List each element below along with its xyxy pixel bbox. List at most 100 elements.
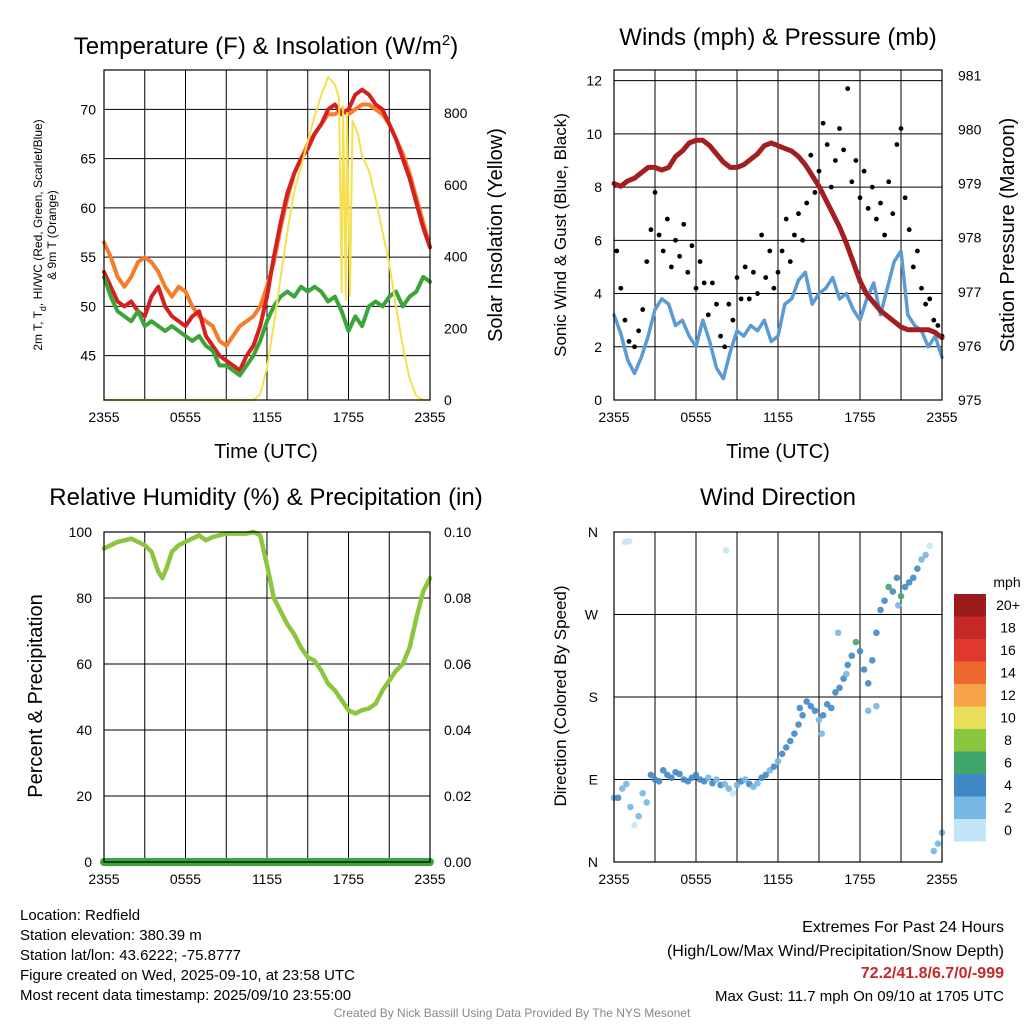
gust-point (861, 168, 867, 174)
direction-point (647, 771, 655, 779)
humidity-ytick-label: 60 (76, 656, 92, 672)
humidity-panel: Relative Humidity (%) & Precipitation (i… (25, 484, 483, 887)
colorbar-title: mph (993, 574, 1020, 590)
gust-point (845, 86, 851, 92)
temperature-xtick-label: 1155 (252, 409, 282, 425)
pressure-ylabel: Station Pressure (Maroon) (997, 118, 1019, 353)
gust-point (697, 259, 703, 265)
direction-point (787, 737, 794, 745)
footer-elevation: Station elevation: 380.39 m (20, 927, 202, 944)
direction-point (729, 789, 737, 797)
gust-point (714, 301, 719, 307)
gust-point (763, 275, 769, 280)
temperature-frame (103, 69, 431, 401)
direction-point (910, 574, 917, 582)
direction-point (918, 556, 925, 563)
pressure-ytick-label: 978 (958, 230, 982, 246)
temperature-xtick-label: 0555 (170, 409, 201, 425)
winds-title: Winds (mph) & Pressure (mb) (619, 24, 936, 51)
colorbar-label: 18 (1000, 620, 1016, 636)
insolation-ylabel: Solar Insolation (Yellow) (485, 128, 507, 342)
direction-point (754, 779, 761, 787)
direction-point (901, 583, 909, 591)
winds-ytick-label: 6 (594, 232, 602, 248)
temperature-xlabel: Time (UTC) (214, 441, 318, 463)
gust-point (808, 152, 814, 158)
pressure-ytick-label: 981 (958, 67, 982, 83)
colorbar-swatch (954, 819, 986, 842)
gust-point (652, 190, 658, 195)
colorbar-swatch (954, 684, 986, 707)
direction-point (762, 771, 769, 779)
gust-point (923, 301, 928, 307)
direction-point (811, 707, 819, 715)
colorbar-swatch (954, 616, 986, 639)
gust-point (618, 285, 624, 291)
insolation-ytick-label: 400 (444, 249, 468, 265)
winds-panel: Winds (mph) & Pressure (mb) Time (UTC) S… (551, 24, 1019, 463)
direction-ytick-label: S (589, 689, 598, 705)
direction-ytick-label: N (588, 854, 598, 870)
gust-point (742, 264, 748, 270)
colorbar-swatch (954, 639, 986, 662)
pressure-ytick-label: 975 (958, 392, 982, 408)
precip-ytick-label: 0.02 (444, 788, 471, 804)
gust-point (853, 158, 859, 163)
gust-point (746, 296, 752, 302)
gust-point (738, 296, 744, 302)
gust-point (869, 184, 875, 190)
direction-point (722, 547, 730, 554)
temperature-ytick-label: 60 (80, 200, 96, 216)
direction-point (635, 812, 642, 820)
colorbar-swatch (954, 751, 986, 774)
direction-frame (613, 531, 943, 863)
colorbar-swatch (954, 729, 986, 752)
direction-point (885, 583, 892, 591)
direction-xtick-label: 0555 (680, 871, 711, 887)
gust-point (800, 237, 805, 243)
gust-point (775, 269, 781, 275)
direction-point (778, 750, 786, 758)
direction-point (894, 602, 902, 609)
gust-point (681, 221, 687, 227)
colorbar-label: 10 (1000, 710, 1016, 726)
direction-point (725, 785, 733, 792)
direction-point (843, 670, 850, 678)
gust-point (656, 232, 662, 238)
gust-point (865, 205, 871, 211)
humidity-xtick-label: 1755 (333, 871, 364, 887)
gust-point (626, 339, 632, 344)
gust-point (824, 142, 830, 147)
colorbar-label: 4 (1004, 777, 1012, 793)
colorbar-label: 2 (1004, 800, 1012, 816)
winds-ytick-label: 2 (594, 339, 602, 355)
temperature-ytick-label: 70 (80, 101, 96, 117)
winds-ylabel: Sonic Wind & Gust (Blue, Black) (551, 113, 570, 357)
gust-point (779, 248, 785, 254)
direction-point (893, 574, 901, 582)
direction-point (639, 789, 646, 797)
gust-point (783, 216, 789, 222)
wind-speed-line (612, 249, 944, 381)
direction-point (836, 684, 843, 692)
direction-point (832, 689, 839, 696)
gust-point (730, 317, 736, 323)
gust-point (701, 280, 707, 286)
direction-point (834, 629, 842, 637)
temperature-ytick-label: 45 (80, 348, 96, 364)
footer-recent: Most recent data timestamp: 2025/09/10 2… (20, 987, 352, 1004)
direction-point (705, 774, 712, 781)
direction-xtick-label: 1155 (763, 871, 793, 887)
direction-point (864, 679, 872, 687)
direction-point (873, 629, 880, 637)
gust-point (705, 312, 711, 318)
direction-point (659, 767, 667, 774)
direction-ytick-label: W (585, 607, 599, 623)
gust-point (632, 344, 637, 350)
insolation-ytick-label: 0 (444, 392, 452, 408)
direction-point (655, 778, 663, 785)
precip-ytick-label: 0.06 (444, 656, 471, 672)
direction-point (807, 702, 815, 710)
humidity-xtick-label: 2355 (88, 871, 119, 887)
